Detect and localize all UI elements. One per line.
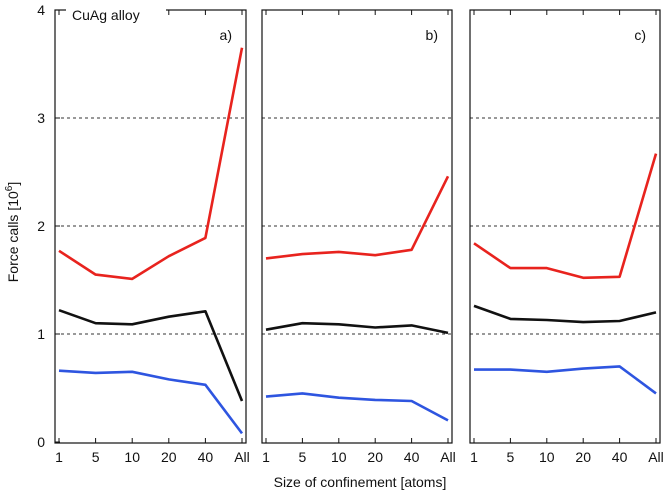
series-line-red — [58, 47, 244, 281]
series-line-red — [265, 175, 450, 260]
x-tick-label: 5 — [92, 449, 100, 465]
x-tick-label: All — [648, 449, 664, 465]
panel-frame — [469, 9, 661, 444]
x-tick-label: All — [440, 449, 456, 465]
series-line-blue — [58, 369, 244, 435]
series-line-blue — [474, 365, 657, 395]
x-tick-label: 40 — [612, 449, 628, 465]
x-tick-label: 40 — [404, 449, 420, 465]
x-tick-label: 20 — [161, 449, 177, 465]
x-tick-label: 10 — [539, 449, 555, 465]
series-line-black — [58, 308, 244, 402]
y-tick-label: 0 — [37, 434, 45, 450]
x-tick-label: 10 — [124, 449, 140, 465]
y-tick-label: 4 — [37, 2, 45, 18]
series-line-black — [265, 321, 449, 335]
y-axis-label-main: Force calls [10 — [5, 191, 21, 282]
x-tick-label: 40 — [198, 449, 214, 465]
x-tick-label: 1 — [262, 449, 270, 465]
panel-label: b) — [426, 27, 438, 43]
panel-3: 1 5 10 20 40 All c) — [469, 9, 664, 465]
panels-layer: 1 5 10 20 40 All a) 1 5 10 20 40 All b) 1 5 10 20 40 All c) 0… — [37, 2, 664, 465]
panel-2: 1 5 10 20 40 All b) — [261, 9, 456, 465]
x-tick-label: 5 — [299, 449, 307, 465]
panel-label: a) — [220, 27, 232, 43]
series-line-red — [473, 153, 658, 280]
x-tick-label: 20 — [367, 449, 383, 465]
chart-title: CuAg alloy — [72, 7, 140, 23]
series-line-blue — [265, 392, 449, 422]
x-tick-label: 1 — [55, 449, 63, 465]
x-tick-label: 10 — [331, 449, 347, 465]
x-tick-label: 5 — [507, 449, 515, 465]
title-background — [66, 7, 166, 25]
x-tick-label: 20 — [575, 449, 591, 465]
y-tick-label: 2 — [37, 218, 45, 234]
panel-frame — [261, 9, 453, 444]
x-axis-label: Size of confinement [atoms] — [274, 474, 447, 490]
y-axis-label-superscript: 6 — [4, 185, 15, 191]
y-tick-label: 3 — [37, 110, 45, 126]
x-tick-label: All — [234, 449, 250, 465]
series-line-black — [473, 304, 657, 324]
y-tick-label: 1 — [37, 326, 45, 342]
x-tick-label: 1 — [470, 449, 478, 465]
y-axis-label-close: ] — [5, 182, 21, 186]
panel-1: 1 5 10 20 40 All a) — [54, 9, 250, 465]
panel-label: c) — [634, 27, 646, 43]
y-axis-label: Force calls [106] — [4, 182, 21, 283]
